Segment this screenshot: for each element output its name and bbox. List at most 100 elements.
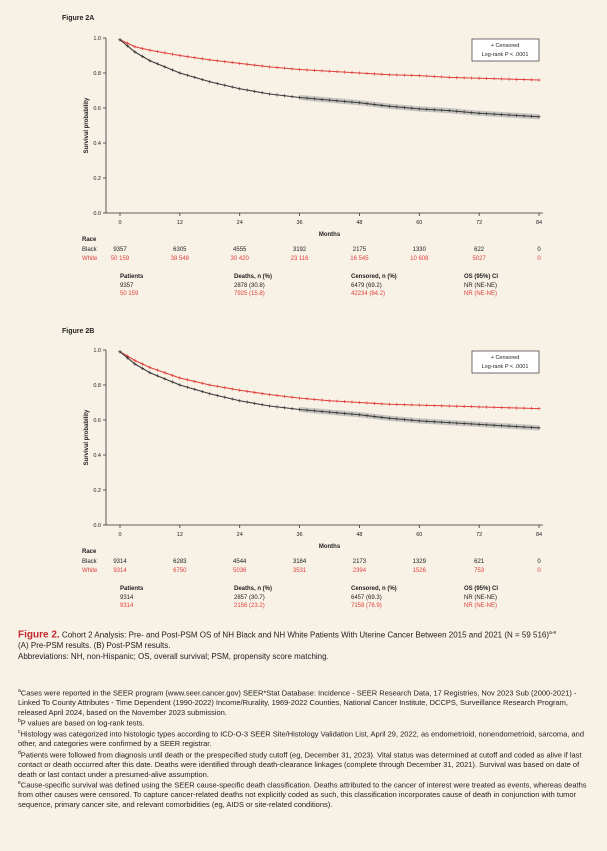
a-series-black-censor-mark [537,115,541,119]
b-series-white-censor-mark [350,400,354,404]
a-stats-value: 9357 [120,283,134,289]
a-series-black-censor-mark [155,62,160,66]
a-series-black-censor-mark [170,68,174,72]
b-risk-row-label: Black [82,559,97,565]
a-x-tick-label: 24 [237,220,243,226]
b-risk-value: 9314 [113,568,127,574]
a-series-white-censor-mark [245,62,249,66]
b-y-tick-label: 0.4 [93,453,101,459]
b-series-white-censor-mark [507,406,511,410]
a-risk-header: Race [82,237,97,243]
a-x-tick-label: 0 [118,220,121,226]
a-series-white-censor-mark [140,46,145,51]
a-stats-header: Deaths, n (%) [234,274,273,280]
footnote-d: dPatients were followed from diagnosis u… [18,750,582,779]
a-risk-value: 5027 [472,256,486,262]
b-series-black-censor-mark [507,424,511,428]
b-series-white-censor-mark [492,405,496,409]
a-series-white-censor-mark [335,70,339,74]
b-risk-value: 6750 [173,568,187,574]
a-stats-header: OS (95%) CI [464,274,499,280]
b-legend-censored: + Censored [491,355,520,361]
b-y-tick-label: 0.6 [93,418,101,424]
a-series-white-censor-mark [425,74,429,78]
a-y-tick-label: 0.4 [93,141,101,147]
a-series-black-censor-mark [529,114,534,118]
a-series-white-censor-mark [163,51,167,55]
km-chart-b: 0.0 0.2 0.4 0.6 0.8 1.0 0 12 24 36 48 60 72 84 Months S… [84,348,543,550]
a-series-white-censor-mark [455,75,459,80]
a-series-white-censor-mark [440,75,444,79]
a-series-black-censor-mark [230,85,234,89]
a-series-white-censor-mark [372,72,376,76]
a-series-black-censor-mark [260,91,264,95]
a-series-black-censor-mark [357,101,362,105]
b-series-black-censor-mark [275,405,279,409]
a-series-black-censor-mark [290,95,294,99]
b-series-black-censor-mark [170,380,174,384]
a-series-white-censor-mark [492,77,496,81]
b-series-black-censor-mark [447,421,451,425]
b-series-white-censor-mark [410,403,414,407]
b-series-black-censor-mark [253,401,257,405]
b-series-black-censor-mark [327,410,332,414]
b-x-tick-label: 0 [118,532,121,538]
b-series-black-censor-mark [223,395,227,399]
b-series-white-censor-mark [140,362,145,366]
a-series-black-censor-mark [342,99,347,104]
b-series-black-censor-mark [140,366,145,370]
a-risk-value: 10 608 [410,256,429,262]
b-stats-value: 7158 (76.9) [351,603,382,609]
a-series-white-censor-mark [200,57,204,61]
b-x-axis-label: Months [319,544,341,550]
a-series-black-censor-mark [365,102,369,106]
b-series-white-censor-mark [514,406,519,410]
risk-table-a: Race Black 9357 6305 4555 3192 2175 1330 622 0 Whi… [0,237,607,297]
a-series-black-censor-mark [148,59,152,63]
a-stats-header: Patients [120,274,144,280]
b-series-white-censor-mark [133,358,137,363]
a-series-black-censor-mark [320,97,324,102]
a-series-black-censor-mark [395,105,399,109]
b-series-black-censor-mark [133,362,137,366]
a-stats-value: 50 159 [120,291,139,297]
a-series-white-censor-mark [507,77,511,81]
b-risk-value: 753 [474,568,485,574]
a-series-white-censor-mark [185,54,189,59]
a-series-black-censor-mark [208,80,212,84]
a-risk-value: 622 [474,247,485,253]
a-series-black-censor-mark [238,87,242,91]
b-series-black-censor-mark [163,377,167,381]
b-series-black-censor-mark [297,407,302,412]
a-series-white-censor-mark [305,68,309,72]
caption-line-3: Abbreviations: NH, non-Hispanic; OS, ove… [18,651,329,661]
b-y-tick-label: 1.0 [93,348,101,354]
caption-title: Cohort 2 Analysis: Pre- and Post-PSM OS … [61,630,550,640]
b-risk-value: 5036 [233,568,247,574]
b-risk-row-label: White [82,568,98,574]
b-series-white-censor-mark [357,400,362,405]
b-x-tick-label: 60 [416,532,422,538]
a-stats-value: 7925 (15.8) [234,291,265,297]
b-series-black-censor-mark [260,403,264,407]
a-series-black-censor-mark [432,108,436,112]
a-series-white-censor-mark [417,74,421,78]
b-series-black-censor-mark [499,424,504,428]
b-risk-value: 6283 [173,559,187,565]
b-stats-value: 9314 [120,603,134,609]
a-y-tick-label: 0.8 [93,71,101,77]
b-series-white-censor-mark [402,403,406,407]
caption-figure-label: Figure 2. [18,629,60,641]
b-series-black-censor-mark [312,409,317,413]
a-y-axis-label: Survival probability [84,97,90,153]
a-series-white-censor-mark [253,63,257,67]
a-series-white-censor-mark [148,48,152,52]
a-x-tick-label: 84 [536,220,542,226]
b-series-white-censor-mark [529,406,534,411]
b-series-black-censor-mark [425,419,429,423]
b-series-black-censor-mark [380,415,384,419]
a-risk-value: 4555 [233,247,247,253]
b-series-white-censor-mark [447,404,451,408]
b-series-black-censor-mark [410,418,414,422]
a-series-white-censor-mark [477,76,481,80]
